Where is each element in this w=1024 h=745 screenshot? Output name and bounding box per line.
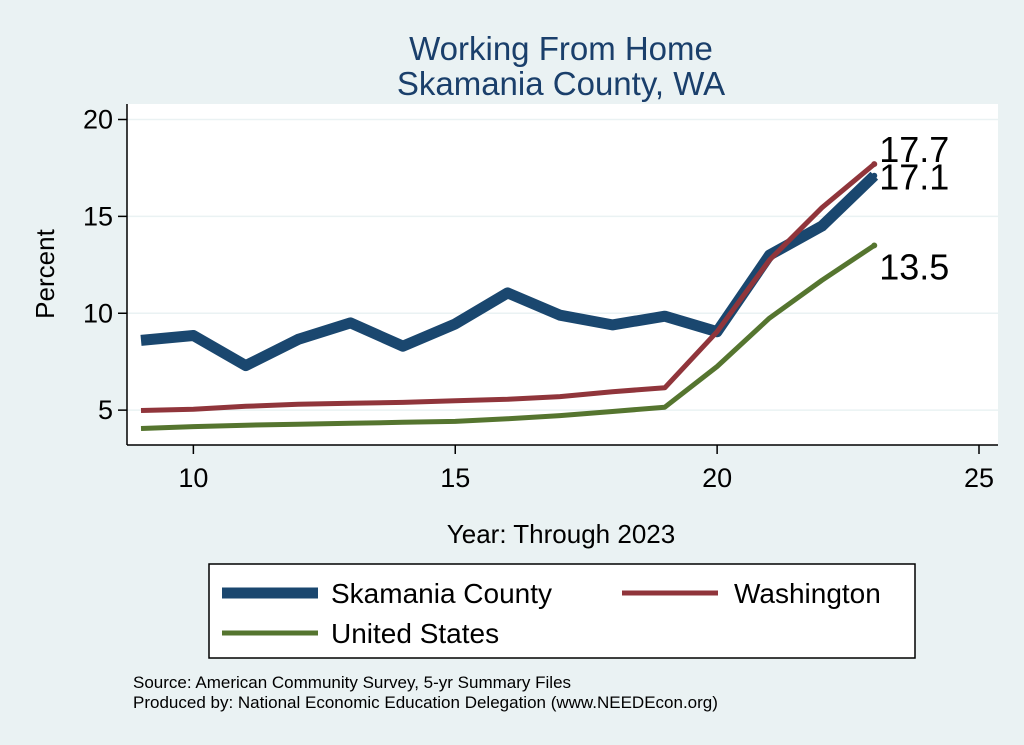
chart-title: Working From Home — [409, 30, 713, 67]
y-tick-label: 15 — [83, 201, 113, 231]
plot-area — [127, 104, 998, 445]
x-tick-label: 20 — [702, 463, 732, 493]
y-tick-label: 5 — [98, 395, 113, 425]
end-point — [871, 242, 878, 249]
end-labels: 17.117.7 13.5 — [879, 129, 949, 287]
y-tick-label: 20 — [83, 105, 113, 135]
source-note: Source: American Community Survey, 5-yr … — [133, 673, 571, 692]
legend-label: Skamania County — [331, 578, 552, 609]
end-label: 17.1 — [879, 157, 949, 198]
y-tick-label: 10 — [83, 298, 113, 328]
axes: 5 10 15 20 10 15 20 25 — [83, 104, 998, 493]
legend-label: Washington — [734, 578, 881, 609]
x-tick-label: 15 — [440, 463, 470, 493]
end-label: 17.7 — [879, 129, 949, 170]
end-point — [871, 161, 878, 168]
legend-label: United States — [331, 618, 499, 649]
legend-box — [208, 563, 916, 659]
x-tick-label: 10 — [178, 463, 208, 493]
chart-subtitle: Skamania County, WA — [397, 65, 725, 102]
producer-note: Produced by: National Economic Education… — [133, 693, 718, 712]
grid — [127, 118, 998, 411]
end-point — [871, 172, 878, 179]
x-tick-label: 25 — [964, 463, 994, 493]
end-label: 13.5 — [879, 246, 949, 287]
y-axis-title: Percent — [30, 228, 60, 318]
legend: Skamania County Washington United States — [208, 563, 916, 659]
x-axis-title: Year: Through 2023 — [447, 519, 675, 549]
series-lines — [140, 161, 879, 431]
series-line-united-states — [140, 243, 876, 431]
series-line-washington — [140, 162, 876, 413]
